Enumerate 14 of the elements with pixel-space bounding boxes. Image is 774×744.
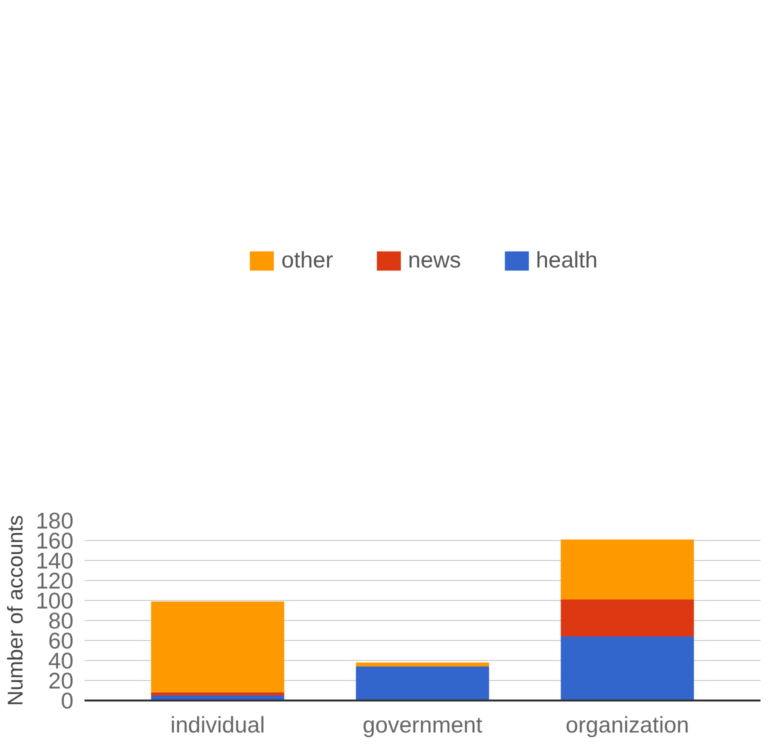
x-tick-label: government xyxy=(362,712,484,738)
bar xyxy=(151,602,284,692)
y-axis-title: Number of accounts xyxy=(4,515,28,706)
legend-label: other xyxy=(281,246,334,274)
bar xyxy=(151,692,284,696)
bar xyxy=(560,600,694,636)
legend-label: news xyxy=(408,246,461,274)
bar xyxy=(560,636,694,700)
legend-label: health xyxy=(536,246,598,274)
x-tick-label: individual xyxy=(170,712,265,738)
bar xyxy=(356,662,490,666)
bar xyxy=(356,666,490,700)
bar xyxy=(560,540,694,600)
x-tick-label: organization xyxy=(566,712,690,738)
